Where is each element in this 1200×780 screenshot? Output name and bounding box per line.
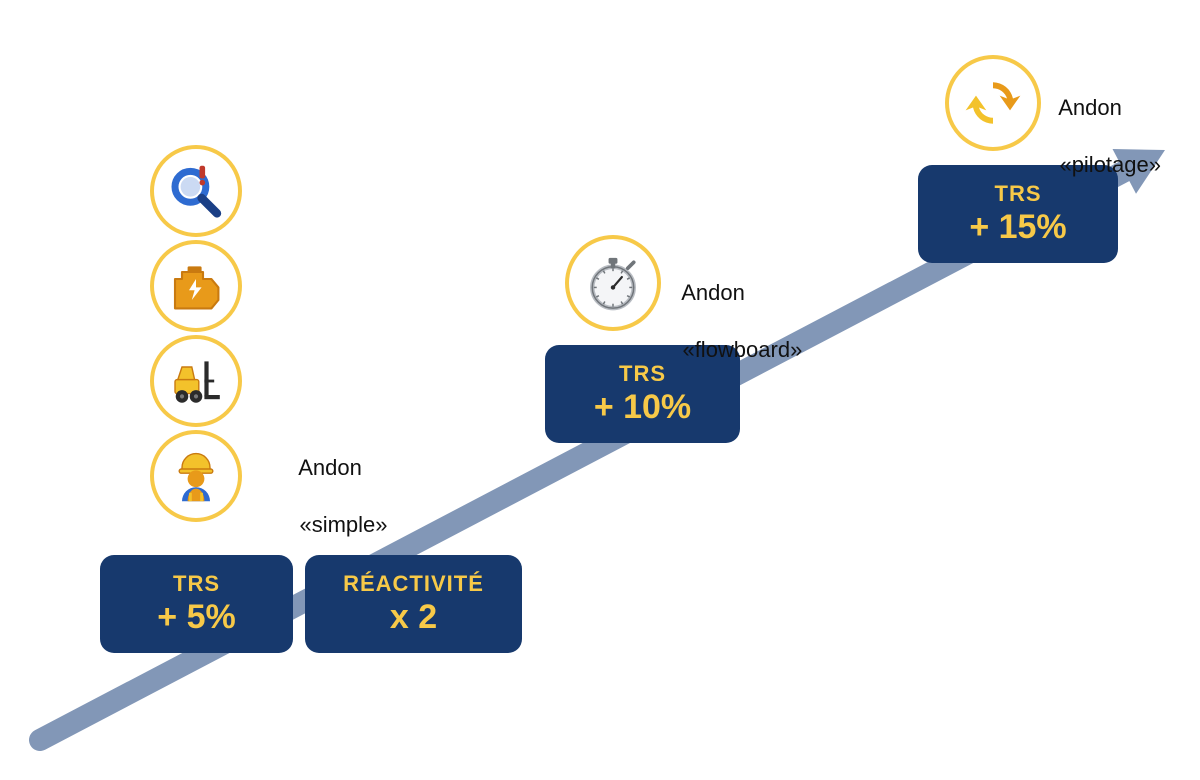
badge-label: TRS — [173, 571, 220, 596]
magnifier-icon — [150, 145, 242, 237]
forklift-icon — [150, 335, 242, 427]
caption-andon-simple: Andon «simple» — [275, 425, 388, 568]
badge-reactivite: RÉACTIVITÉ x 2 — [305, 555, 522, 653]
caption-line: «flowboard» — [682, 337, 802, 362]
badge-value: + 15% — [969, 208, 1066, 247]
caption-line: Andon — [1058, 95, 1122, 120]
worker-icon — [150, 430, 242, 522]
caption-andon-pilotage: Andon «pilotage» — [1035, 65, 1161, 208]
caption-line: Andon — [681, 280, 745, 305]
caption-line: Andon — [298, 455, 362, 480]
cycle-icon — [945, 55, 1041, 151]
engine-icon — [150, 240, 242, 332]
badge-value: x 2 — [390, 598, 437, 637]
stopwatch-icon — [565, 235, 661, 331]
badge-value: + 5% — [157, 598, 235, 637]
infographic-stage: TRS + 5% RÉACTIVITÉ x 2 TRS + 10% TRS + … — [0, 0, 1200, 780]
caption-andon-flowboard: Andon «flowboard» — [658, 250, 802, 393]
badge-trs-5: TRS + 5% — [100, 555, 293, 653]
badge-label: RÉACTIVITÉ — [343, 571, 484, 596]
badge-value: + 10% — [594, 388, 691, 427]
caption-line: «simple» — [299, 512, 387, 537]
caption-line: «pilotage» — [1059, 152, 1161, 177]
